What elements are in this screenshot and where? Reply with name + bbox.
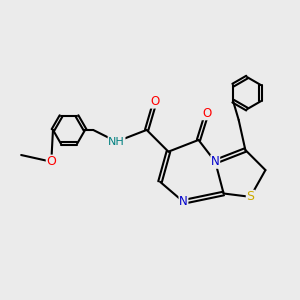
Text: O: O (46, 155, 56, 168)
Text: O: O (202, 107, 212, 120)
Text: NH: NH (108, 136, 125, 147)
Text: O: O (150, 95, 160, 108)
Text: N: N (179, 195, 188, 208)
Text: N: N (211, 155, 220, 168)
Text: S: S (246, 190, 254, 203)
